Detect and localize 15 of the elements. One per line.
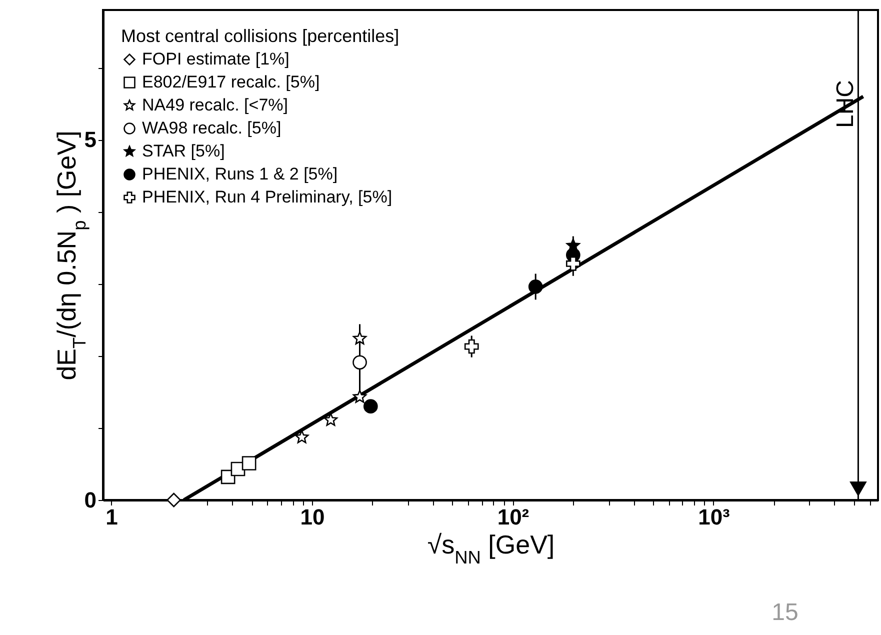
legend-label: NA49 recalc. [<7%] — [142, 96, 288, 114]
legend-label: STAR [5%] — [142, 142, 225, 160]
text: 15 — [772, 599, 798, 626]
legend-label: PHENIX, Runs 1 & 2 [5%] — [142, 164, 338, 184]
legend-label: E802/E917 recalc. [5%] — [142, 72, 320, 92]
x-tick-label: 10² — [497, 504, 530, 530]
x-tick-label: 10 — [300, 504, 325, 530]
legend-label: PHENIX, Run 4 Preliminary, [5%] — [142, 188, 392, 206]
y-tick-label: 0 — [84, 488, 96, 512]
x-tick-label: 1 — [106, 504, 118, 530]
x-tick-label: 10³ — [698, 504, 730, 530]
x-axis-title: √s$_{NN}$ [GeV] — [427, 530, 555, 568]
legend-label: WA98 recalc. [5%] — [142, 118, 282, 138]
legend-label: FOPI estimate [1%] — [142, 50, 290, 68]
legend-title: Most central collisions [percentiles] — [121, 26, 400, 46]
